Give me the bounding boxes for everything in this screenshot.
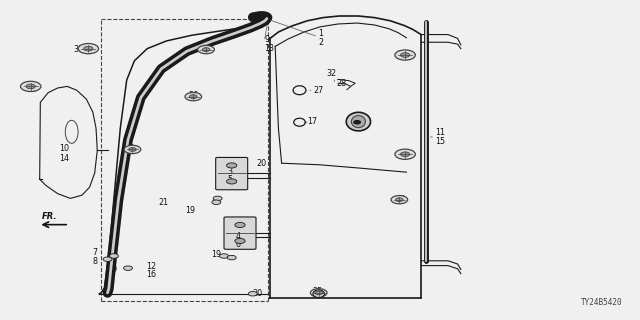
Text: 5: 5 <box>227 175 232 184</box>
Circle shape <box>129 148 136 151</box>
Text: 20: 20 <box>256 159 266 168</box>
Circle shape <box>310 289 327 297</box>
Circle shape <box>227 179 237 184</box>
Text: 7: 7 <box>93 248 98 257</box>
Text: 18: 18 <box>397 150 407 159</box>
Text: 17: 17 <box>307 117 317 126</box>
Text: 6: 6 <box>236 240 241 249</box>
Text: 12: 12 <box>146 262 156 271</box>
Ellipse shape <box>351 116 365 128</box>
Circle shape <box>78 44 99 54</box>
Text: 28: 28 <box>336 79 346 88</box>
Text: 13: 13 <box>264 44 275 53</box>
Circle shape <box>354 121 360 124</box>
Circle shape <box>391 196 408 204</box>
Circle shape <box>185 92 202 101</box>
Text: 26: 26 <box>189 92 199 100</box>
Circle shape <box>189 95 197 99</box>
Text: 30: 30 <box>74 45 84 54</box>
Text: 1: 1 <box>318 29 323 38</box>
Text: FR.: FR. <box>42 212 57 221</box>
Text: 31: 31 <box>27 85 37 94</box>
Text: 19: 19 <box>186 206 196 215</box>
Circle shape <box>396 198 403 202</box>
Circle shape <box>84 46 93 51</box>
Circle shape <box>248 292 257 296</box>
Text: 32: 32 <box>326 69 337 78</box>
Circle shape <box>235 222 245 228</box>
FancyBboxPatch shape <box>216 157 248 190</box>
Text: 4: 4 <box>236 232 241 241</box>
Text: 2: 2 <box>318 38 323 47</box>
Text: 8: 8 <box>93 257 98 266</box>
Text: 11: 11 <box>435 128 445 137</box>
Ellipse shape <box>346 112 371 131</box>
Text: 18: 18 <box>397 50 407 59</box>
Circle shape <box>401 53 410 57</box>
Circle shape <box>227 255 236 260</box>
Circle shape <box>26 84 35 89</box>
Text: 20: 20 <box>253 289 263 298</box>
Circle shape <box>395 149 415 159</box>
Circle shape <box>227 163 237 168</box>
Ellipse shape <box>313 290 324 298</box>
Text: 25: 25 <box>312 287 323 296</box>
Circle shape <box>103 257 112 261</box>
Circle shape <box>198 45 214 54</box>
Circle shape <box>401 152 410 156</box>
Circle shape <box>235 238 245 244</box>
Text: 24: 24 <box>396 195 406 204</box>
Text: TY24B5420: TY24B5420 <box>580 298 622 307</box>
Text: 27: 27 <box>314 86 324 95</box>
Circle shape <box>124 145 141 154</box>
Text: 23: 23 <box>125 144 135 153</box>
Circle shape <box>124 266 132 270</box>
Circle shape <box>315 291 323 295</box>
Text: 14: 14 <box>59 154 69 163</box>
Text: 21: 21 <box>159 198 169 207</box>
Text: 16: 16 <box>146 270 156 279</box>
Circle shape <box>220 254 228 258</box>
Circle shape <box>202 48 210 52</box>
Text: 29: 29 <box>108 265 118 274</box>
Text: 15: 15 <box>435 137 445 146</box>
Text: 19: 19 <box>211 250 221 259</box>
Text: 9: 9 <box>264 36 269 44</box>
FancyBboxPatch shape <box>224 217 256 249</box>
Circle shape <box>109 254 118 258</box>
Circle shape <box>212 200 221 204</box>
Text: 10: 10 <box>59 144 69 153</box>
Text: 3: 3 <box>227 167 232 176</box>
Circle shape <box>20 81 41 92</box>
Circle shape <box>395 50 415 60</box>
Text: 22: 22 <box>198 45 209 54</box>
Circle shape <box>213 196 222 201</box>
